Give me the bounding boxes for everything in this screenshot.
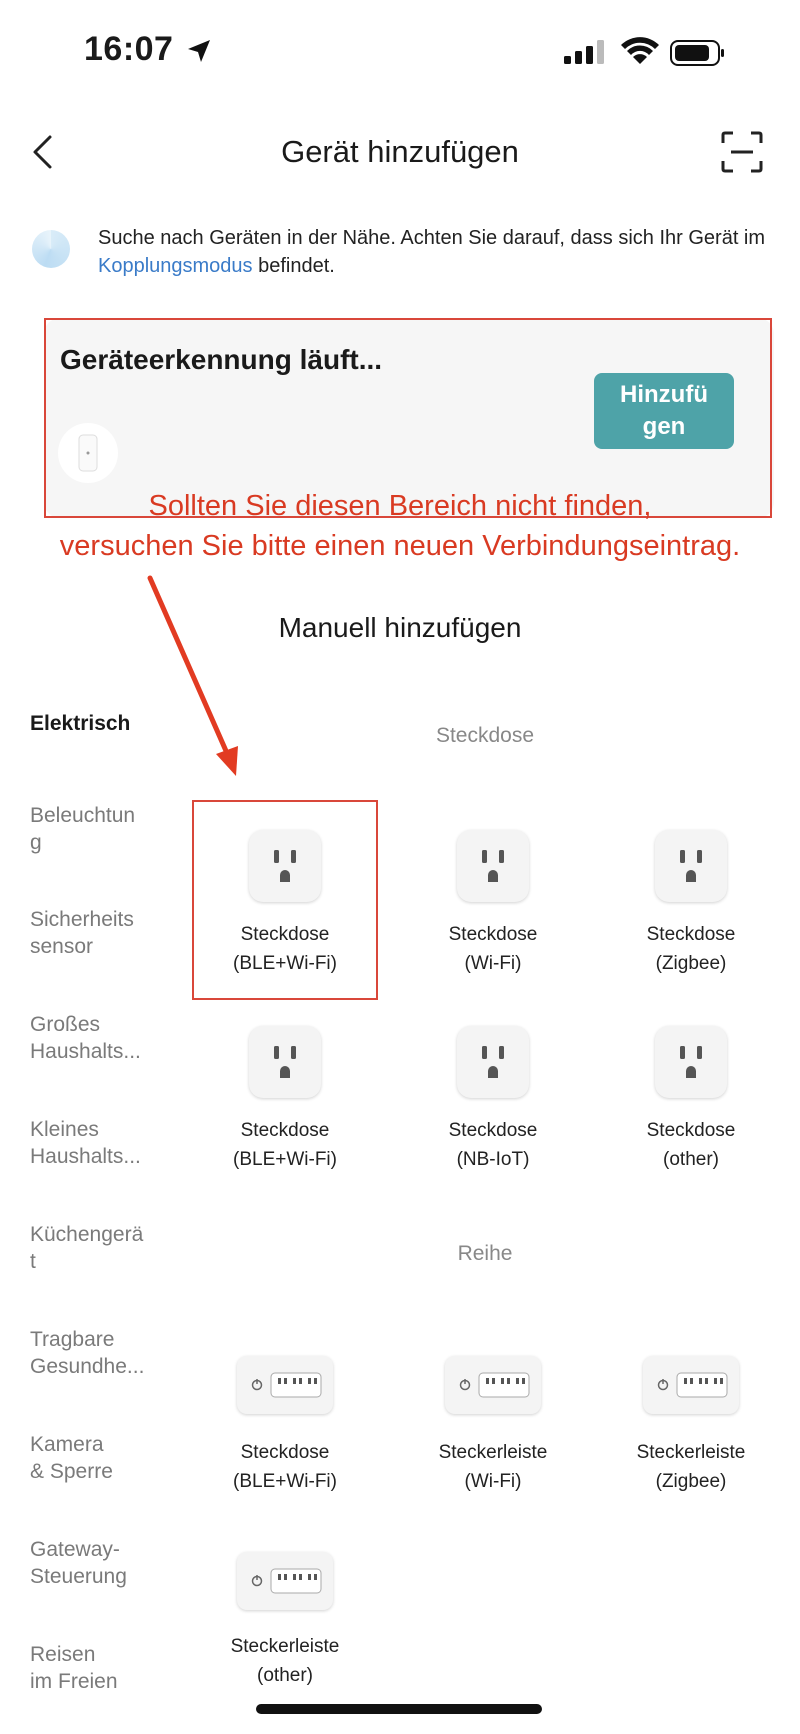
sidebar-item-label-2: im Freien — [30, 1670, 118, 1693]
outlet-icon — [655, 830, 727, 902]
outlet-icon — [655, 1026, 727, 1098]
annotation-line-1: Sollten Sie diesen Bereich nicht finden, — [148, 490, 652, 522]
power-strip-icon — [445, 1356, 541, 1414]
search-hint-text-end: befindet. — [252, 255, 335, 277]
tile-name: Steckerleiste — [230, 1636, 340, 1657]
searching-spinner-icon — [32, 230, 70, 268]
annotation-highlight — [192, 800, 378, 1000]
sidebar-item-label: Elektrisch — [30, 712, 131, 735]
tile-sub: (NB-IoT) — [456, 1149, 530, 1170]
sidebar-item-gateway[interactable]: Gateway- Steuerung — [30, 1536, 170, 1590]
sidebar-item-security-sensor[interactable]: Sicherheits sensor — [30, 906, 170, 960]
location-arrow-icon — [188, 40, 210, 62]
annotation-note: Sollten Sie diesen Bereich nicht finden,… — [0, 486, 800, 566]
device-tile[interactable]: Steckdose (NB-IoT) — [389, 1026, 597, 1174]
add-button-label-2: gen — [642, 413, 686, 440]
tile-name: Steckerleiste — [636, 1442, 746, 1463]
sidebar-item-label-2: g — [30, 831, 42, 854]
device-tile[interactable]: Steckdose (Zigbee) — [587, 830, 795, 978]
outlet-icon — [249, 1026, 321, 1098]
sidebar-item-label: Großes — [30, 1013, 101, 1036]
sidebar-item-electrical[interactable]: Elektrisch — [30, 710, 170, 737]
add-button[interactable]: Hinzufü gen — [594, 373, 734, 449]
device-tile[interactable]: Steckdose (other) — [587, 1026, 795, 1174]
tile-name: Steckdose — [240, 1442, 330, 1463]
sidebar-item-small-appliances[interactable]: Kleines Haushalts... — [30, 1116, 170, 1170]
status-time: 16:07 — [84, 30, 174, 68]
power-strip-icon — [237, 1552, 333, 1610]
scan-button[interactable] — [720, 130, 764, 174]
sidebar-item-label-2: Haushalts... — [30, 1040, 141, 1063]
sidebar-item-lighting[interactable]: Beleuchtun g — [30, 802, 170, 856]
tile-name: Steckerleiste — [438, 1442, 548, 1463]
tile-name: Steckdose — [646, 924, 736, 945]
back-button[interactable] — [22, 130, 62, 174]
tile-name: Steckdose — [448, 924, 538, 945]
device-tile[interactable]: Steckerleiste (other) — [181, 1552, 389, 1690]
sidebar-item-label: Reisen — [30, 1643, 96, 1666]
tile-name: Steckdose — [646, 1120, 736, 1141]
sidebar-item-label: Kamera — [30, 1433, 104, 1456]
chevron-left-icon — [33, 135, 52, 169]
discovery-title: Geräteerkennung läuft... — [60, 344, 383, 375]
annotation-line-2: versuchen Sie bitte einen neuen Verbindu… — [59, 530, 741, 562]
pairing-mode-link[interactable]: Kopplungsmodus — [98, 255, 253, 277]
sidebar-item-camera-lock[interactable]: Kamera & Sperre — [30, 1431, 170, 1485]
device-tile[interactable]: Steckdose (BLE+Wi-Fi) — [181, 1356, 389, 1496]
manual-add-title: Manuell hinzufügen — [278, 612, 522, 643]
sidebar-item-label-2: & Sperre — [30, 1460, 113, 1483]
section-label-outlet: Steckdose — [435, 724, 535, 747]
add-button-label-1: Hinzufü — [620, 381, 708, 408]
search-hint-text: Suche nach Geräten in der Nähe. Achten S… — [98, 227, 766, 249]
tile-sub: (other) — [257, 1665, 313, 1686]
sidebar-item-label-2: Steuerung — [30, 1565, 127, 1588]
tile-sub: (Zigbee) — [655, 1471, 727, 1492]
scan-icon — [721, 131, 763, 173]
power-strip-icon — [643, 1356, 739, 1414]
sidebar-item-kitchen[interactable]: Küchengerä t — [30, 1221, 170, 1275]
tile-sub: (BLE+Wi-Fi) — [233, 1471, 337, 1492]
page-title: Gerät hinzufügen — [281, 134, 519, 169]
sidebar-item-outdoor-travel[interactable]: Reisen im Freien — [30, 1641, 170, 1695]
annotation-arrow-icon — [147, 575, 238, 776]
device-tile[interactable]: Steckdose (BLE+Wi-Fi) — [181, 1026, 389, 1174]
device-tile[interactable]: Steckerleiste (Wi-Fi) — [389, 1356, 597, 1496]
sidebar-item-label: Gateway- — [30, 1538, 120, 1561]
sidebar-item-label: Tragbare — [30, 1328, 115, 1351]
device-tile[interactable]: Steckdose (BLE+Wi-Fi) — [181, 830, 389, 978]
cell-signal-icon — [564, 40, 604, 64]
sidebar-item-label-2: Haushalts... — [30, 1145, 141, 1168]
section-label-strip: Reihe — [457, 1242, 513, 1265]
tile-sub: (BLE+Wi-Fi) — [233, 1149, 337, 1170]
tile-name: Steckdose — [240, 1120, 330, 1141]
sidebar-item-wearable-health[interactable]: Tragbare Gesundhe... — [30, 1326, 170, 1380]
outlet-icon — [457, 830, 529, 902]
sidebar-item-label: Küchengerä — [30, 1223, 144, 1246]
tile-sub: (Wi-Fi) — [464, 953, 522, 974]
sidebar-item-label: Beleuchtun — [30, 804, 136, 827]
home-indicator[interactable] — [256, 1704, 542, 1714]
battery-icon — [670, 40, 724, 66]
sidebar-item-label: Sicherheits — [30, 908, 134, 931]
tile-sub: (Zigbee) — [655, 953, 727, 974]
power-strip-icon — [237, 1356, 333, 1414]
tile-name: Steckdose — [240, 924, 330, 945]
tile-sub: (other) — [663, 1149, 719, 1170]
discovered-device-icon — [58, 423, 118, 483]
device-tile[interactable]: Steckdose (Wi-Fi) — [389, 830, 597, 978]
search-hint: Suche nach Geräten in der Nähe. Achten S… — [98, 224, 778, 280]
wifi-icon — [621, 37, 659, 64]
outlet-icon — [457, 1026, 529, 1098]
device-tile[interactable]: Steckerleiste (Zigbee) — [587, 1356, 795, 1496]
outlet-icon — [249, 830, 321, 902]
tile-sub: (Wi-Fi) — [464, 1471, 522, 1492]
tile-sub: (BLE+Wi-Fi) — [233, 953, 337, 974]
sidebar-item-large-appliances[interactable]: Großes Haushalts... — [30, 1011, 170, 1065]
sidebar-item-label-2: Gesundhe... — [30, 1355, 145, 1378]
sidebar-item-label-2: t — [30, 1250, 36, 1273]
annotation-frame — [44, 318, 772, 518]
sidebar-item-label-2: sensor — [30, 935, 94, 958]
tile-name: Steckdose — [448, 1120, 538, 1141]
sidebar-item-label: Kleines — [30, 1118, 99, 1141]
